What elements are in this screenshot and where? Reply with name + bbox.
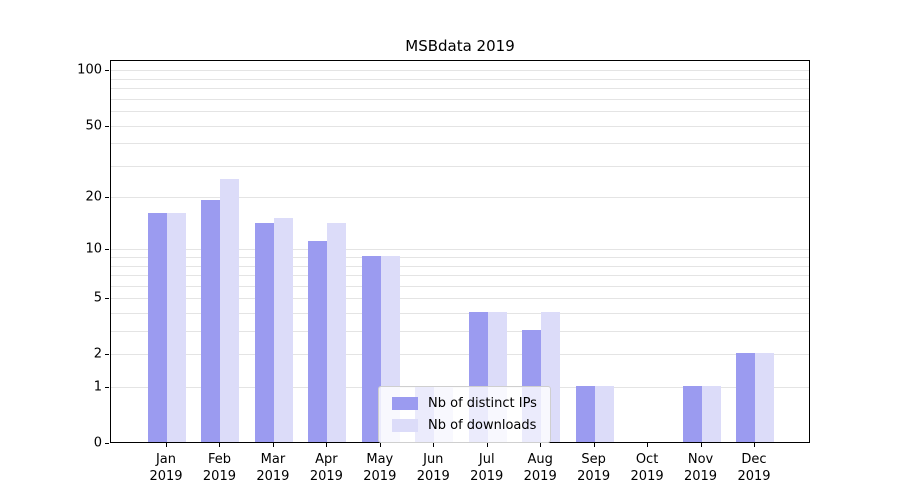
x-tick-label-aug: Aug 2019 [523,452,557,484]
y-tick-label-100: 100 [77,62,102,78]
gridline [111,165,809,167]
x-tick-mark [379,443,381,447]
y-tick-label-0: 0 [93,435,102,451]
gridline [111,249,809,251]
gridline [111,197,809,199]
bar-downloads-nov [701,386,721,442]
gridline [111,275,809,277]
x-tick-label-may: May 2019 [363,452,397,484]
x-tick-label-oct: Oct 2019 [630,452,664,484]
gridline [111,313,809,315]
gridline [111,125,809,127]
bar-downloads-jan [167,213,186,442]
legend-label-downloads: Nb of downloads [428,418,537,433]
x-tick-label-sep: Sep 2019 [577,452,611,484]
bar-distinct-ips-feb [201,200,221,442]
y-tick-label-10: 10 [85,241,102,257]
y-tick-label-20: 20 [85,189,102,205]
x-tick-label-jul: Jul 2019 [470,452,504,484]
bar-distinct-ips-apr [308,241,328,442]
y-tick-label-50: 50 [85,118,102,134]
x-tick-mark [433,443,435,447]
gridline [111,98,809,100]
y-tick-mark [105,387,109,389]
gridline [111,298,809,300]
x-tick-mark [540,443,542,447]
x-tick-mark [219,443,221,447]
x-tick-mark [272,443,274,447]
legend-swatch-distinct-ips [392,397,418,410]
legend-label-distinct-ips: Nb of distinct IPs [428,396,537,411]
bar-downloads-mar [273,218,293,442]
bar-distinct-ips-dec [736,353,755,442]
x-tick-label-nov: Nov 2019 [683,452,718,484]
y-tick-mark [105,249,109,251]
y-tick-label-5: 5 [93,290,102,306]
y-tick-mark [105,125,109,127]
x-tick-label-apr: Apr 2019 [309,452,343,484]
gridline [111,331,809,333]
bar-downloads-feb [220,179,240,442]
bar-distinct-ips-mar [254,223,274,442]
y-tick-mark [105,197,109,199]
y-tick-mark [105,70,109,72]
gridline [111,354,809,356]
x-tick-label-dec: Dec 2019 [737,452,771,484]
y-tick-label-1: 1 [93,379,102,395]
x-tick-mark [326,443,328,447]
chart-title: MSBdata 2019 [405,37,515,55]
gridline [111,70,809,72]
bar-distinct-ips-nov [682,386,702,442]
y-tick-mark [105,298,109,300]
y-tick-mark [105,354,109,356]
bar-distinct-ips-sep [575,386,595,442]
x-tick-mark [754,443,755,447]
bar-downloads-dec [755,353,774,442]
gridline [111,143,809,145]
x-tick-label-feb: Feb 2019 [202,452,236,484]
bar-downloads-apr [327,223,347,442]
x-tick-mark [700,443,702,447]
legend-item-downloads: Nb of downloads [392,418,537,433]
x-tick-label-jan: Jan 2019 [149,452,183,484]
legend-swatch-downloads [392,419,418,432]
gridline [111,111,809,113]
y-tick-mark [105,443,109,444]
gridline [111,285,809,287]
legend-item-distinct-ips: Nb of distinct IPs [392,396,537,411]
x-tick-mark [486,443,488,447]
legend: Nb of distinct IPs Nb of downloads [378,386,551,443]
bar-distinct-ips-may [361,256,381,442]
bar-distinct-ips-jan [148,213,167,442]
x-tick-mark [593,443,595,447]
x-tick-label-mar: Mar 2019 [256,452,290,484]
x-tick-mark [647,443,649,447]
plot-area [110,60,810,443]
gridline [111,265,809,267]
bar-downloads-sep [594,386,614,442]
gridline [111,257,809,259]
gridline [111,88,809,90]
y-tick-label-2: 2 [93,346,102,362]
x-tick-mark [166,443,167,447]
x-tick-label-jun: Jun 2019 [416,452,450,484]
gridline [111,78,809,80]
